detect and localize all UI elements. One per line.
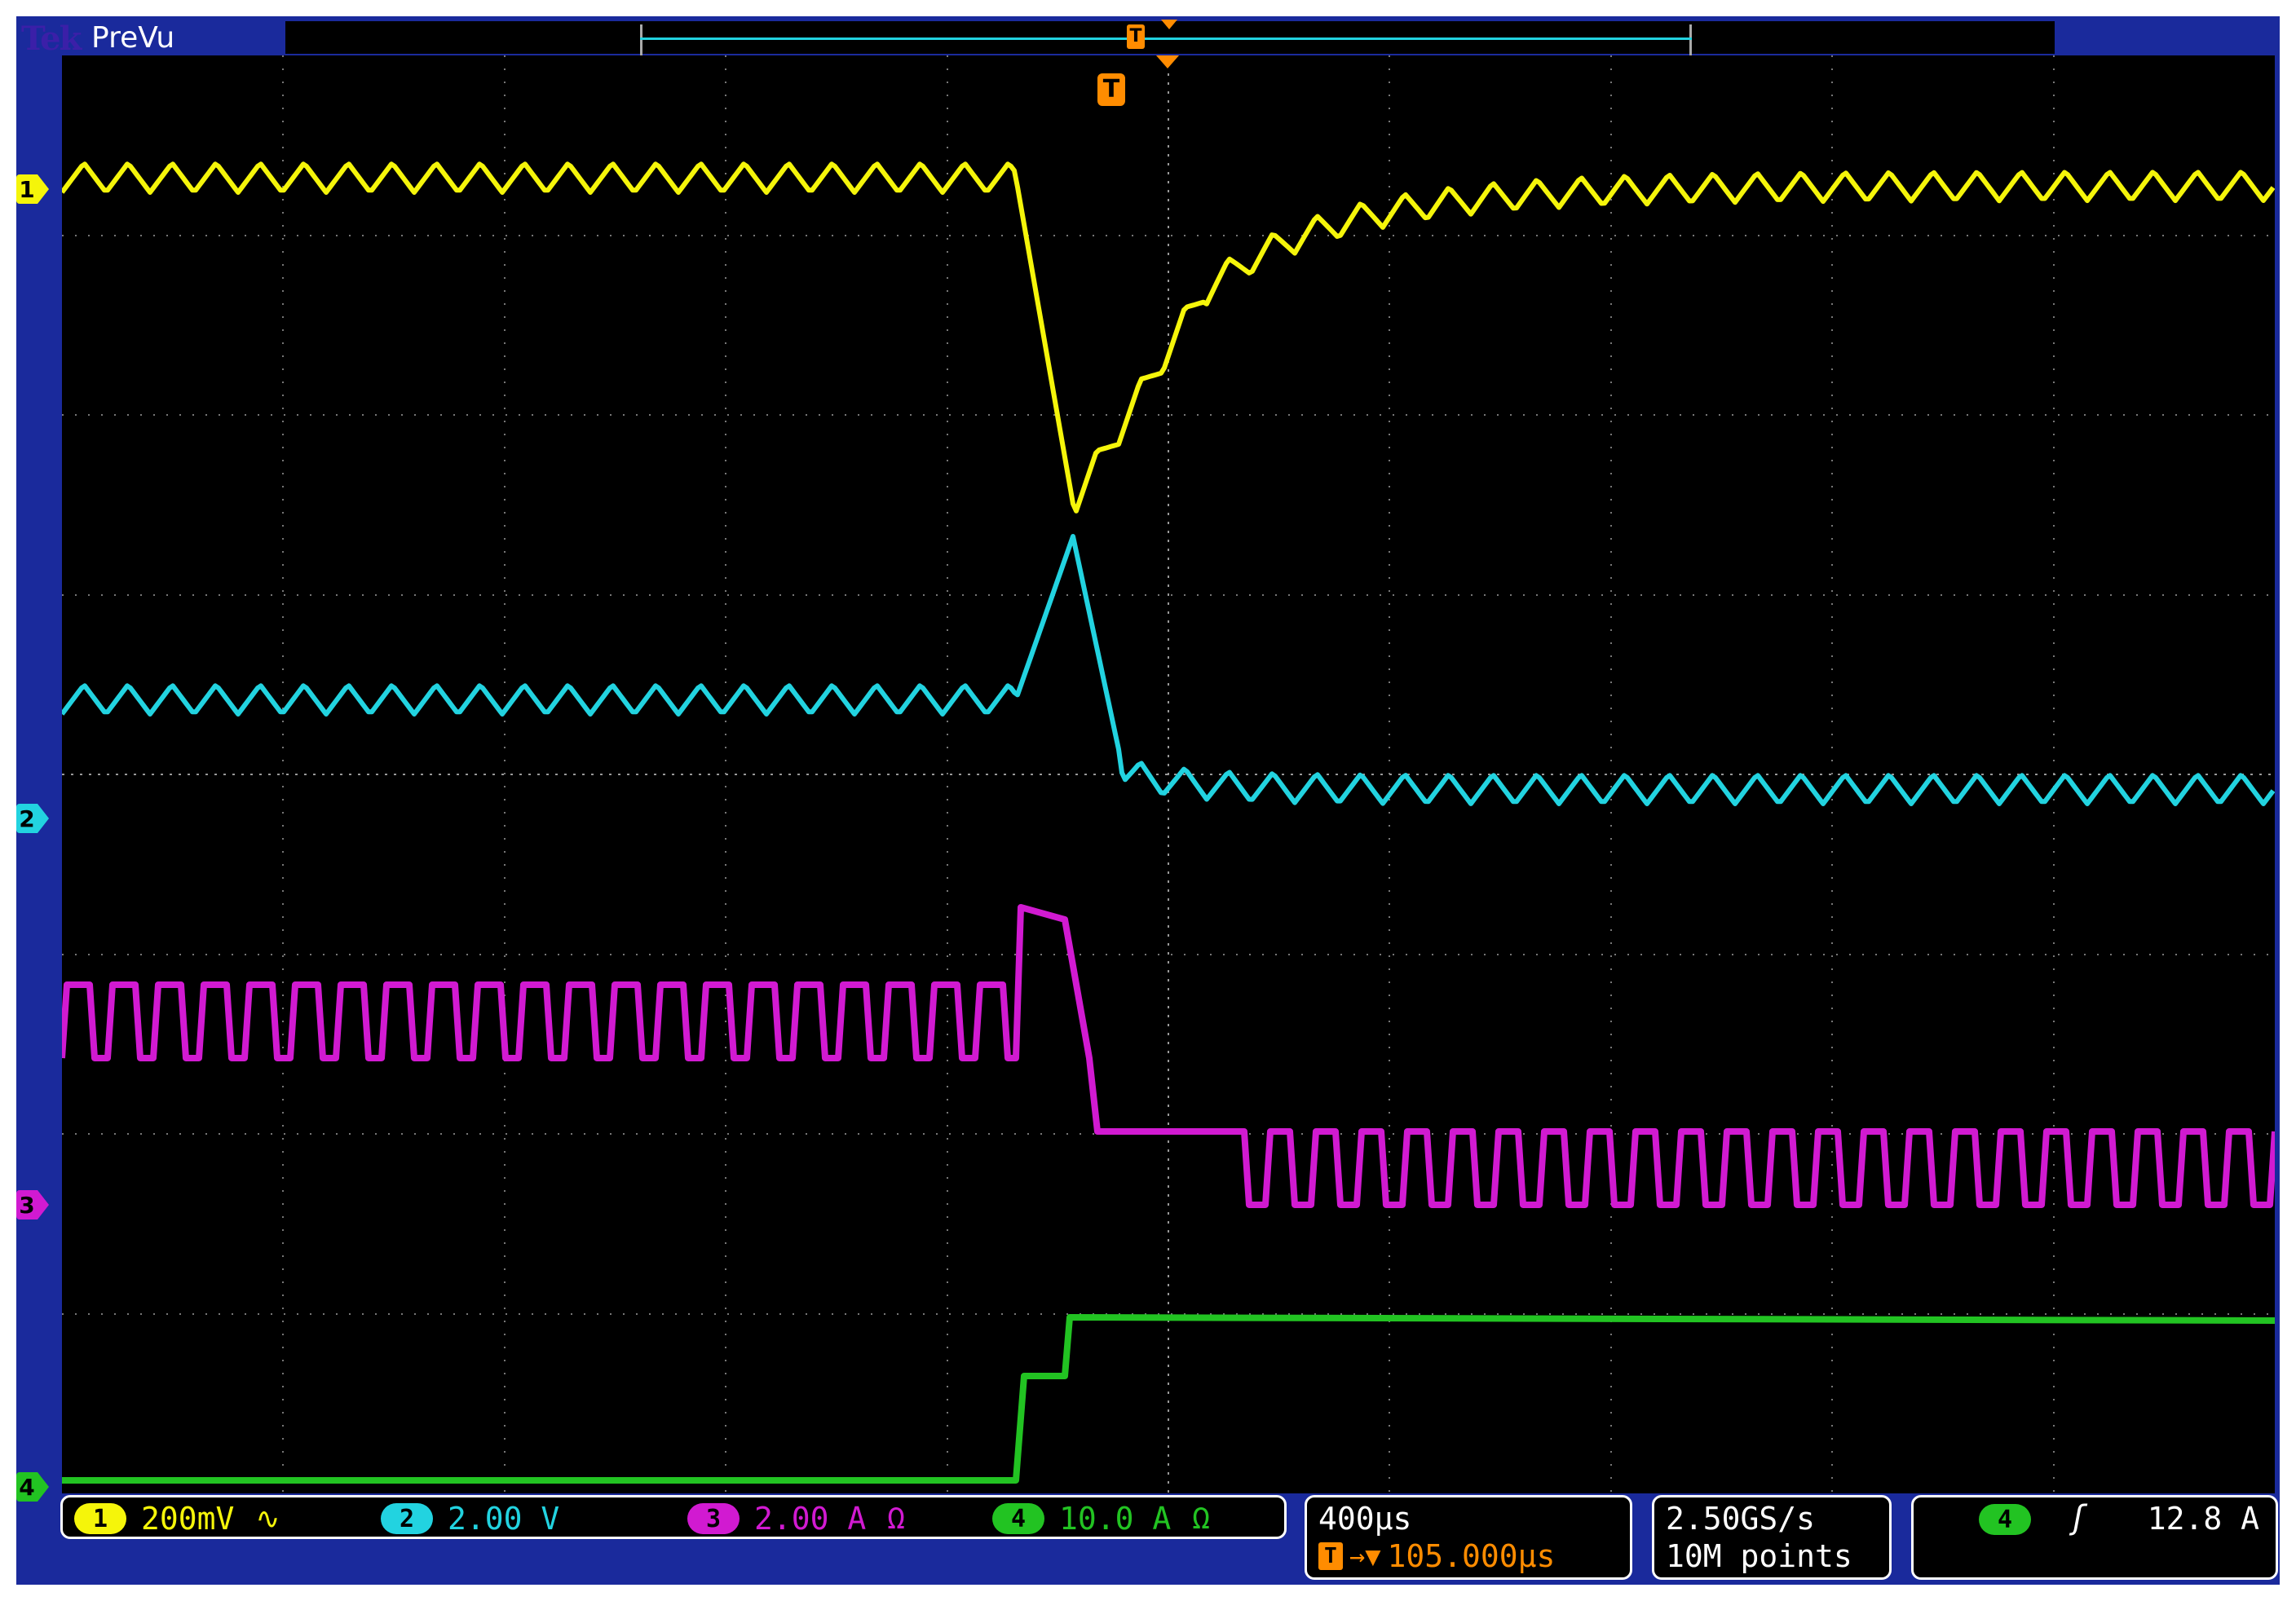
ch1-scale: 200mV xyxy=(141,1501,235,1537)
tek-logo: Tek xyxy=(21,20,82,58)
delay-arrow-icon: →▼ xyxy=(1349,1541,1381,1572)
trigger-source-pill: 4 xyxy=(1979,1504,2031,1535)
graticule-grid xyxy=(62,55,2275,1493)
sample-rate: 2.50GS/s xyxy=(1666,1501,1816,1537)
ch2-waveform xyxy=(62,534,2275,806)
ch4-offset-marker[interactable]: 4 xyxy=(16,1472,49,1502)
ch3-waveform xyxy=(62,904,2275,1208)
record-length: 10M points xyxy=(1666,1538,1852,1574)
ch2-scale: 2.00 V xyxy=(448,1501,560,1537)
ch2-marker-label: 2 xyxy=(16,804,38,833)
trigger-delay-row: T →▼ 105.000µs xyxy=(1318,1538,1555,1574)
ch2-pill: 2 xyxy=(381,1503,433,1534)
ch1-waveform xyxy=(62,161,2275,514)
trigger-level: 12.8 A xyxy=(2147,1501,2259,1537)
waveform-display[interactable] xyxy=(62,55,2275,1493)
record-view-line xyxy=(640,37,1692,40)
ch3-scale: 2.00 A xyxy=(754,1501,867,1537)
ch3-marker-label: 3 xyxy=(16,1190,38,1219)
ch4-waveform xyxy=(62,1314,2275,1484)
trigger-delay-value: 105.000µs xyxy=(1387,1538,1556,1574)
ch4-readout[interactable]: 4 10.0 A Ω xyxy=(992,1501,1210,1537)
rising-edge-icon: ʃ xyxy=(2069,1499,2089,1537)
trigger-position-marker[interactable]: T xyxy=(1097,73,1125,106)
ch3-termination-icon: Ω xyxy=(887,1502,905,1536)
time-per-division: 400µs xyxy=(1318,1501,1412,1537)
record-trigger-icon: T xyxy=(1127,24,1145,49)
acquisition-mode-label: PreVu xyxy=(91,21,175,55)
record-view-window[interactable] xyxy=(640,24,1692,57)
ch4-termination-icon: Ω xyxy=(1192,1502,1210,1536)
channel-readout-bar: 1 200mV ∿ 2 2.00 V 3 2.00 A Ω 4 10.0 A Ω xyxy=(60,1495,1287,1539)
ch1-marker-label: 1 xyxy=(16,174,38,204)
ch3-marker-arrow-icon xyxy=(38,1190,49,1219)
ch1-readout[interactable]: 1 200mV ∿ xyxy=(74,1501,280,1537)
ch1-marker-arrow-icon xyxy=(38,174,49,204)
trigger-delay-icon: T xyxy=(1318,1542,1343,1570)
ch4-pill: 4 xyxy=(992,1503,1044,1534)
ch1-pill: 1 xyxy=(74,1503,126,1534)
timebase-readout[interactable]: 400µs T →▼ 105.000µs xyxy=(1305,1495,1632,1580)
ch3-offset-marker[interactable]: 3 xyxy=(16,1190,49,1219)
trigger-readout[interactable]: 4 ʃ 12.8 A xyxy=(1911,1495,2278,1580)
ch3-pill: 3 xyxy=(687,1503,740,1534)
ch1-offset-marker[interactable]: 1 xyxy=(16,174,49,204)
ch3-readout[interactable]: 3 2.00 A Ω xyxy=(687,1501,905,1537)
waveforms xyxy=(62,161,2275,1484)
graticule-svg xyxy=(62,55,2275,1493)
acquisition-readout[interactable]: 2.50GS/s 10M points xyxy=(1652,1495,1892,1580)
ch4-scale: 10.0 A xyxy=(1059,1501,1172,1537)
ch2-marker-arrow-icon xyxy=(38,804,49,833)
trigger-position-arrow-icon xyxy=(1156,55,1179,68)
ch1-coupling-icon: ∿ xyxy=(255,1502,280,1536)
ch2-readout[interactable]: 2 2.00 V xyxy=(381,1501,560,1537)
ch4-marker-arrow-icon xyxy=(38,1472,49,1502)
record-position-arrow-icon xyxy=(1161,20,1177,29)
ch4-marker-label: 4 xyxy=(16,1472,38,1502)
ch2-offset-marker[interactable]: 2 xyxy=(16,804,49,833)
